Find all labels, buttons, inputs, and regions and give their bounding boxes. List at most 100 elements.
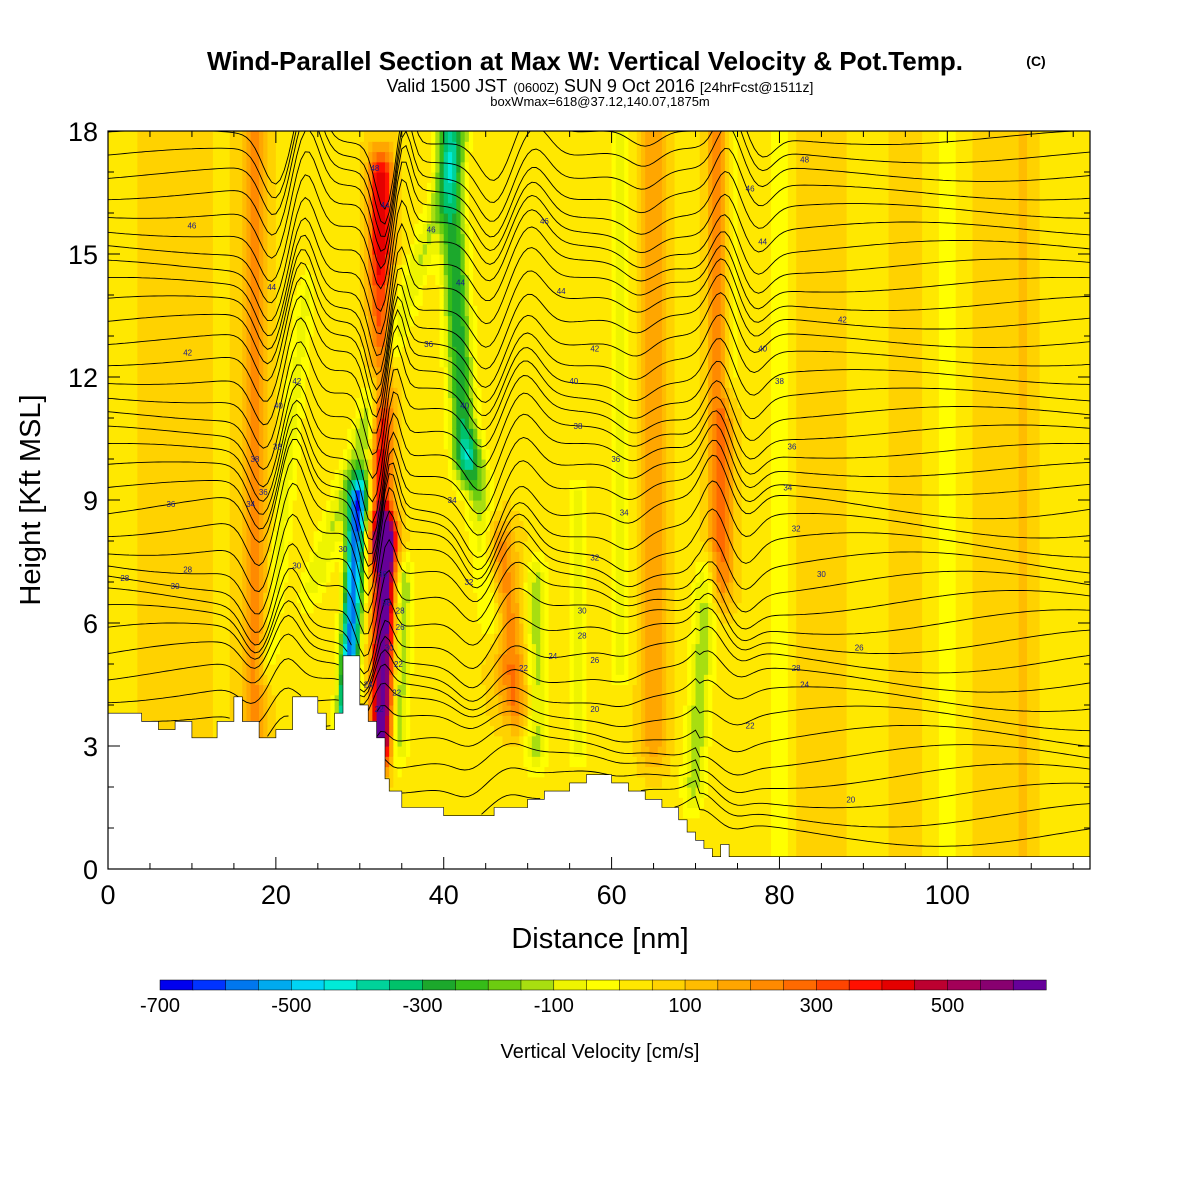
velocity-cell [372, 151, 378, 163]
velocity-cell [124, 602, 130, 614]
velocity-cell [162, 582, 168, 593]
velocity-cell [275, 438, 281, 450]
velocity-cell [254, 366, 260, 378]
velocity-cell [124, 510, 130, 522]
velocity-cell [263, 612, 269, 624]
velocity-cell [225, 623, 231, 634]
velocity-cell [313, 428, 319, 440]
velocity-cell [347, 387, 353, 399]
velocity-cell [309, 674, 315, 686]
velocity-cell [363, 623, 369, 634]
velocity-cell [124, 161, 130, 173]
velocity-cell [301, 377, 306, 388]
velocity-cell [254, 305, 260, 317]
velocity-cell [393, 325, 399, 337]
velocity-cell [225, 428, 231, 440]
velocity-cell [368, 233, 373, 245]
velocity-cell [271, 274, 277, 286]
velocity-cell [317, 202, 323, 214]
velocity-cell [200, 582, 206, 593]
velocity-cell [191, 653, 197, 665]
velocity-cell [128, 264, 134, 276]
velocity-cell [275, 387, 281, 399]
velocity-cell [221, 561, 227, 573]
velocity-cell [271, 469, 277, 481]
velocity-cell [380, 694, 386, 706]
velocity-cell [246, 592, 252, 604]
velocity-cell [372, 438, 378, 450]
velocity-cell [288, 674, 294, 686]
velocity-cell [284, 233, 290, 245]
velocity-cell [309, 582, 315, 593]
velocity-cell [254, 336, 260, 347]
velocity-cell [166, 623, 172, 634]
velocity-cell [296, 674, 302, 686]
velocity-cell [376, 551, 382, 563]
velocity-cell [338, 541, 344, 552]
velocity-cell [112, 592, 117, 604]
velocity-cell [200, 479, 206, 491]
velocity-cell [305, 192, 311, 204]
velocity-cell [288, 633, 294, 645]
velocity-cell [347, 397, 353, 409]
velocity-cell [179, 377, 185, 388]
velocity-cell [133, 448, 138, 460]
velocity-cell [309, 397, 315, 409]
velocity-cell [347, 643, 353, 655]
velocity-cell [116, 141, 122, 153]
velocity-cell [301, 366, 306, 378]
velocity-cell [170, 305, 176, 317]
velocity-cell [267, 182, 273, 194]
velocity-cell [116, 161, 122, 173]
velocity-cell [187, 315, 193, 327]
velocity-cell [217, 315, 222, 327]
velocity-cell [175, 131, 180, 142]
velocity-cell [263, 500, 269, 511]
velocity-cell [292, 623, 298, 634]
velocity-cell [305, 295, 311, 306]
velocity-cell [334, 643, 340, 655]
velocity-cell [200, 561, 206, 573]
velocity-cell [200, 705, 206, 716]
velocity-cell [175, 233, 180, 245]
velocity-cell [212, 141, 218, 153]
velocity-cell [112, 469, 117, 481]
velocity-cell [217, 500, 222, 511]
velocity-cell [141, 172, 147, 183]
velocity-cell [238, 254, 243, 265]
velocity-cell [334, 264, 340, 276]
velocity-cell [200, 284, 206, 296]
velocity-cell [250, 213, 256, 224]
velocity-cell [338, 705, 344, 716]
velocity-cell [120, 633, 126, 645]
velocity-cell [376, 397, 382, 409]
velocity-cell [292, 489, 298, 501]
velocity-cell [309, 356, 315, 368]
velocity-cell [183, 315, 189, 327]
velocity-cell [363, 274, 369, 286]
velocity-cell [250, 254, 256, 265]
velocity-cell [359, 387, 365, 399]
velocity-cell [326, 284, 332, 296]
velocity-cell [380, 243, 386, 255]
velocity-cell [284, 387, 290, 399]
velocity-cell [284, 592, 290, 604]
velocity-cell [334, 284, 340, 296]
velocity-cell [326, 530, 332, 542]
velocity-cell [191, 254, 197, 265]
velocity-cell [221, 387, 227, 399]
velocity-cell [322, 459, 327, 470]
velocity-cell [137, 582, 143, 593]
velocity-cell [166, 571, 172, 583]
velocity-cell [158, 366, 164, 378]
velocity-cell [141, 274, 147, 286]
velocity-cell [305, 182, 311, 194]
velocity-cell [384, 664, 390, 675]
velocity-cell [359, 213, 365, 224]
velocity-cell [250, 325, 256, 337]
velocity-cell [259, 346, 264, 358]
velocity-cell [196, 182, 201, 194]
velocity-cell [154, 233, 159, 245]
velocity-cell [242, 325, 248, 337]
velocity-cell [124, 202, 130, 214]
